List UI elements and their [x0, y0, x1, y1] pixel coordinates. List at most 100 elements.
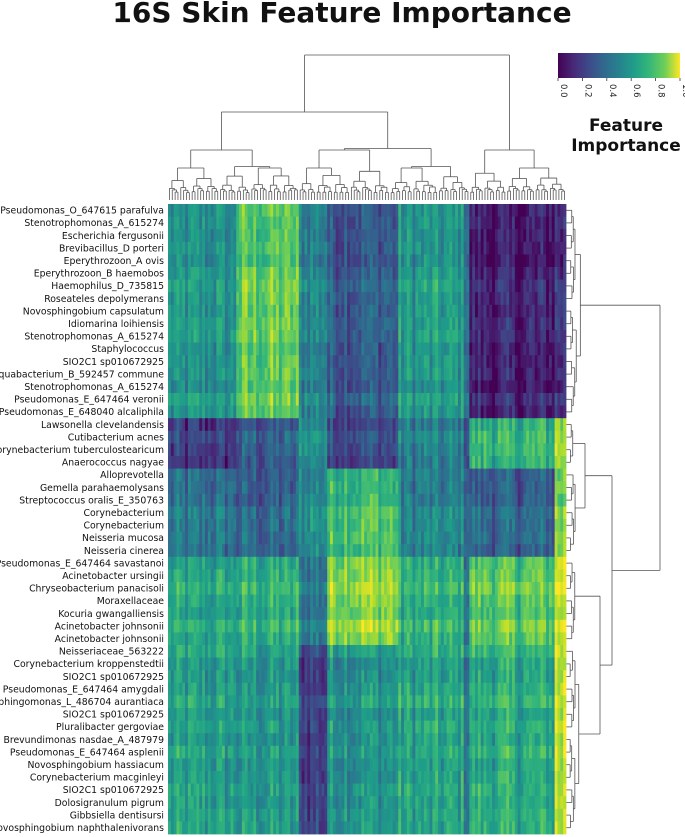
- heatmap-cell: [256, 418, 260, 432]
- heatmap-cell: [281, 304, 285, 318]
- heatmap-cell: [554, 531, 558, 545]
- heatmap-cell: [258, 355, 263, 369]
- heatmap-cell: [514, 317, 519, 331]
- heatmap-cell: [557, 493, 561, 507]
- heatmap-cell: [511, 342, 516, 356]
- heatmap-cell: [469, 304, 473, 318]
- heatmap-cell: [213, 393, 217, 406]
- heatmap-cell: [395, 506, 399, 520]
- heatmap-cell: [176, 367, 180, 381]
- heatmap-cell: [466, 254, 470, 268]
- heatmap-cell: [179, 493, 183, 507]
- heatmap-cell: [381, 229, 385, 243]
- heatmap-cell: [511, 380, 516, 394]
- heatmap-cell: [355, 544, 359, 558]
- heatmap-cell: [199, 241, 203, 255]
- heatmap-cell: [386, 430, 391, 444]
- heatmap-cell: [281, 292, 285, 306]
- heatmap-cell: [210, 481, 214, 495]
- heatmap-cell: [222, 254, 226, 268]
- heatmap-cell: [497, 367, 502, 381]
- heatmap-cell: [477, 267, 482, 280]
- heatmap-cell: [324, 544, 328, 558]
- heatmap-cell: [480, 544, 484, 558]
- heatmap-cell: [310, 556, 314, 570]
- heatmap-cell: [403, 367, 408, 381]
- heatmap-cell: [375, 367, 379, 381]
- row-dendrogram: [566, 209, 661, 829]
- heatmap-cell: [332, 569, 337, 583]
- heatmap-cell: [307, 569, 311, 583]
- heatmap-cell: [548, 204, 553, 217]
- heatmap-cell: [176, 443, 180, 457]
- heatmap-cell: [401, 519, 405, 532]
- heatmap-cell: [381, 569, 385, 583]
- heatmap-cell: [358, 292, 362, 306]
- heatmap-cell: [526, 216, 530, 230]
- heatmap-cell: [514, 342, 519, 356]
- colorbar-tick-label: 0.2: [582, 84, 592, 98]
- heatmap-cell: [293, 355, 297, 369]
- heatmap-cell: [506, 241, 510, 255]
- heatmap-cell: [179, 304, 183, 318]
- heatmap-cell: [554, 506, 558, 520]
- heatmap-cell: [543, 241, 547, 255]
- heatmap-cell: [386, 443, 391, 457]
- heatmap-cell: [335, 393, 339, 406]
- heatmap-cell: [258, 582, 263, 595]
- heatmap-cell: [378, 430, 382, 444]
- heatmap-cell: [389, 355, 393, 369]
- heatmap-cell: [258, 342, 263, 356]
- heatmap-cell: [372, 330, 376, 343]
- heatmap-cell: [438, 355, 442, 369]
- heatmap-cell: [409, 241, 413, 255]
- heatmap-cell: [483, 267, 487, 280]
- heatmap-cell: [173, 355, 177, 369]
- heatmap-cell: [307, 418, 311, 432]
- heatmap-cell: [193, 569, 197, 583]
- heatmap-cell: [472, 216, 476, 230]
- heatmap-cell: [457, 304, 462, 318]
- heatmap-cell: [213, 418, 217, 432]
- heatmap-cell: [258, 367, 263, 381]
- heatmap-cell: [196, 279, 200, 293]
- heatmap-cell: [369, 481, 374, 495]
- heatmap-cell: [500, 468, 504, 482]
- heatmap-cell: [219, 418, 223, 432]
- heatmap-cell: [293, 393, 297, 406]
- heatmap-cell: [386, 367, 391, 381]
- heatmap-cell: [511, 254, 516, 268]
- heatmap-cell: [318, 468, 322, 482]
- heatmap-cell: [494, 267, 499, 280]
- heatmap-cell: [421, 380, 425, 394]
- heatmap-cell: [295, 594, 300, 608]
- heatmap-cell: [455, 279, 459, 293]
- heatmap-cell: [509, 519, 513, 532]
- heatmap-cell: [540, 544, 544, 558]
- heatmap-cell: [520, 254, 524, 268]
- heatmap-cell: [168, 418, 172, 432]
- heatmap-cell: [233, 292, 237, 306]
- heatmap-cell: [548, 241, 553, 255]
- heatmap-cell: [290, 330, 294, 343]
- heatmap-cell: [352, 279, 357, 293]
- heatmap-cell: [219, 367, 223, 381]
- heatmap-cell: [261, 229, 266, 243]
- heatmap-cell: [497, 241, 502, 255]
- heatmap-cell: [233, 330, 237, 343]
- heatmap-cell: [435, 556, 439, 570]
- heatmap-cell: [207, 204, 212, 217]
- heatmap-cell: [526, 519, 530, 532]
- heatmap-cell: [349, 330, 354, 343]
- heatmap-cell: [352, 342, 357, 356]
- heatmap-cell: [438, 241, 442, 255]
- heatmap-cell: [290, 481, 294, 495]
- heatmap-cell: [546, 531, 550, 545]
- heatmap-cell: [403, 468, 408, 482]
- heatmap-cell: [449, 569, 453, 583]
- heatmap-cell: [489, 292, 493, 306]
- heatmap-cell: [537, 204, 541, 217]
- heatmap-cell: [224, 418, 229, 432]
- heatmap-cell: [378, 544, 382, 558]
- heatmap-cell: [392, 393, 396, 406]
